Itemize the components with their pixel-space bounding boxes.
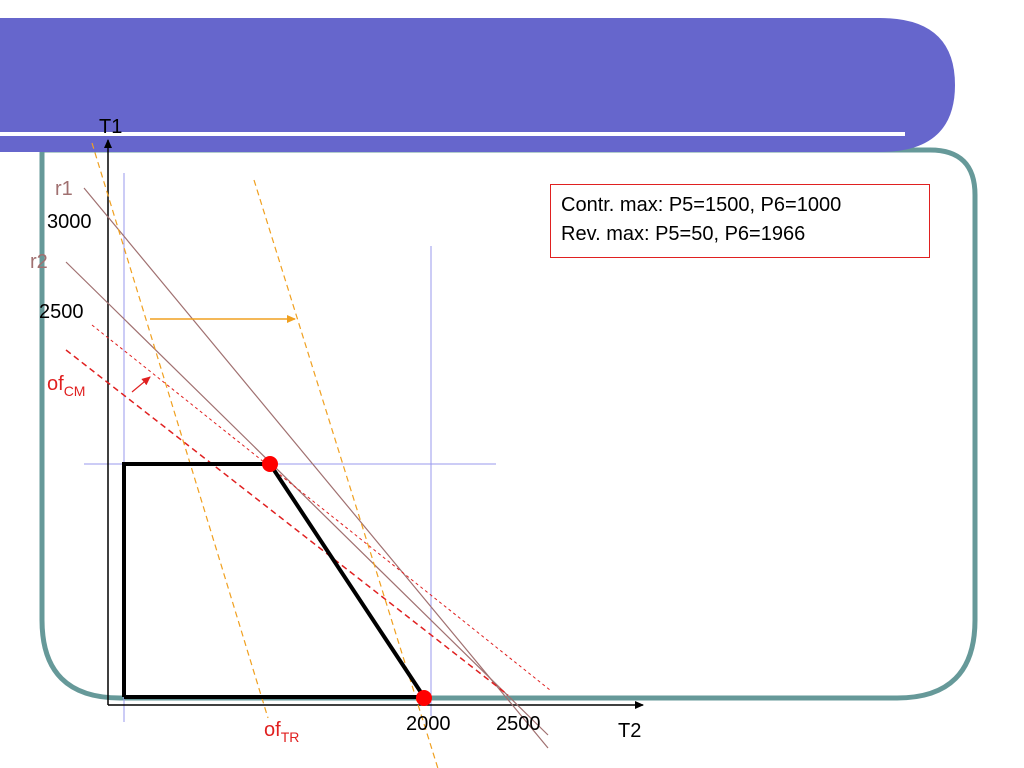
slide-frame <box>39 147 978 701</box>
x-tick-2500: 2500 <box>496 713 541 735</box>
header-bar <box>0 18 955 152</box>
of-tr-label: ofTR <box>264 719 299 745</box>
y-tick-2500: 2500 <box>39 301 84 323</box>
y-axis-label: T1 <box>99 116 122 138</box>
feasible-region <box>122 462 428 699</box>
constraint-line-r1 <box>83 187 549 749</box>
of-tr-label-sub: TR <box>281 729 300 745</box>
results-line-revenue: Rev. max: P5=50, P6=1966 <box>561 223 806 245</box>
results-box: Contr. max: P5=1500, P6=1000 Rev. max: P… <box>550 184 930 258</box>
constraint-line-r2 <box>65 261 549 736</box>
of-cm-shift-arrow <box>131 376 151 393</box>
results-line-contribution: Contr. max: P5=1500, P6=1000 <box>561 194 842 216</box>
of-cm-line-2 <box>91 324 551 691</box>
y-tick-3000: 3000 <box>47 211 92 233</box>
of-cm-label-base: of <box>47 373 64 395</box>
guide-lines <box>84 173 496 722</box>
of-tr-line-2 <box>253 179 439 768</box>
optimum-point-contribution <box>262 456 278 472</box>
constraint-label-r2: r2 <box>30 251 48 273</box>
of-cm-label: ofCM <box>47 373 85 399</box>
of-tr-line-1 <box>91 142 269 719</box>
x-tick-2000: 2000 <box>406 713 451 735</box>
optimum-point-revenue <box>416 690 432 706</box>
x-axis-label: T2 <box>618 720 641 742</box>
constraint-label-r1: r1 <box>55 178 73 200</box>
of-cm-label-sub: CM <box>64 383 86 399</box>
of-cm-line-1 <box>65 349 509 696</box>
of-tr-label-base: of <box>264 719 281 741</box>
